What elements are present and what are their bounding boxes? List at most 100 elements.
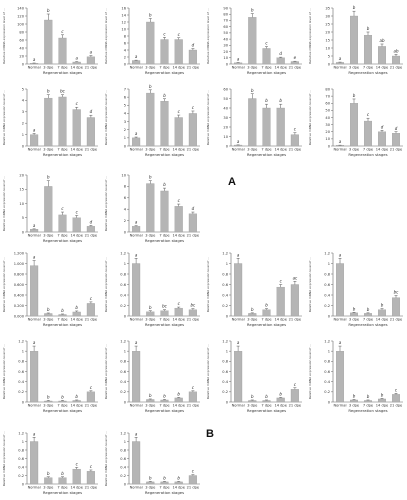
significance-letter: b <box>353 5 356 10</box>
x-tick-label: 3 dpe <box>43 66 54 70</box>
y-tick-label: 60 <box>19 38 24 42</box>
x-tick-label: 7 dpe <box>57 486 68 490</box>
significance-letter: a <box>90 50 93 55</box>
bar <box>160 101 169 147</box>
x-tick-label: Normal <box>130 66 143 70</box>
significance-letter: c <box>178 198 181 203</box>
bar <box>248 17 257 65</box>
significance-letter: b <box>177 391 180 396</box>
significance-letter: b <box>177 475 180 480</box>
x-tick-label: Normal <box>333 318 346 322</box>
significance-letter: a <box>237 340 240 345</box>
y-tick-label: 60 <box>325 102 330 106</box>
significance-letter: b <box>265 303 268 308</box>
significance-letter: b <box>251 8 254 13</box>
bar <box>335 62 344 65</box>
y-tick-label: 20 <box>325 130 330 134</box>
x-axis-label: Regeneration stages <box>247 322 286 327</box>
chart-4: Relative mRNA expression level of ... 0 5 1… <box>308 5 403 75</box>
y-tick-label: 1 <box>22 133 24 137</box>
x-axis-label: Regeneration stages <box>43 70 82 75</box>
y-tick-label: 0.4 <box>120 465 126 469</box>
bar <box>132 441 141 485</box>
y-tick-label: 0.600 <box>14 283 25 287</box>
y-tick-label: 80 <box>19 30 24 34</box>
x-axis-label: Regeneration stages <box>348 152 387 157</box>
bar <box>335 351 344 403</box>
bar <box>234 263 243 317</box>
y-tick-label: 0.8 <box>222 272 228 276</box>
y-tick-label: 0 <box>124 482 127 486</box>
bar <box>44 313 53 317</box>
bar <box>391 133 400 147</box>
y-axis-label: Relative mRNA expression level of ... <box>104 344 108 399</box>
x-tick-label: 21 dpe <box>187 234 200 238</box>
x-tick-label: 3 dpe <box>349 66 360 70</box>
x-tick-label: Normal <box>232 148 245 152</box>
x-tick-label: 14 dpe <box>70 66 83 70</box>
bar <box>174 117 183 147</box>
x-tick-label: 14 dpe <box>376 318 389 322</box>
x-axis-label: Regeneration stages <box>348 408 387 413</box>
y-tick-label: 1 <box>328 262 330 266</box>
x-axis-label: Regeneration stages <box>43 408 82 413</box>
bar <box>290 134 299 147</box>
bar <box>248 313 257 317</box>
y-tick-label: 15 <box>19 188 24 192</box>
y-tick-label: 0 <box>328 314 331 318</box>
y-tick-label: 20 <box>19 54 24 58</box>
y-tick-label: 10 <box>325 137 330 141</box>
y-tick-label: 1.200 <box>14 251 25 255</box>
bar <box>234 144 243 147</box>
x-tick-label: 3 dpe <box>247 148 258 152</box>
x-tick-label: 7 dpe <box>159 234 170 238</box>
bar <box>146 183 155 233</box>
significance-letter: b <box>163 393 166 398</box>
y-tick-label: 80 <box>223 13 228 17</box>
bar <box>72 109 81 147</box>
bar <box>276 286 285 317</box>
x-tick-label: 14 dpe <box>70 404 83 408</box>
x-axis-label: Regeneration stages <box>145 408 184 413</box>
x-axis-label: Regeneration stages <box>348 70 387 75</box>
y-axis-label: Relative mRNA expression level of ... <box>2 90 6 145</box>
y-tick-label: 0.4 <box>222 380 228 384</box>
x-tick-label: 7 dpe <box>363 318 374 322</box>
significance-letter: bc <box>60 89 66 94</box>
bar <box>349 399 358 403</box>
bar <box>30 441 39 485</box>
x-tick-label: Normal <box>333 66 346 70</box>
bar <box>146 481 155 485</box>
significance-letter: a <box>237 57 240 62</box>
bar <box>160 399 169 403</box>
x-tick-label: 21 dpe <box>85 66 98 70</box>
y-tick-label: 15 <box>325 38 330 42</box>
bar <box>160 310 169 317</box>
y-tick-label: 0.200 <box>14 304 25 308</box>
y-tick-label: 1.2 <box>18 339 24 343</box>
y-tick-label: 5 <box>22 216 24 220</box>
y-tick-label: 0.2 <box>120 304 126 308</box>
y-tick-label: 0.4 <box>18 465 24 469</box>
x-tick-label: 14 dpe <box>274 148 287 152</box>
y-tick-label: 0.6 <box>120 457 126 461</box>
significance-letter: c <box>61 29 64 34</box>
y-tick-label: 70 <box>325 94 330 98</box>
bar <box>132 351 141 403</box>
y-tick-label: 0 <box>124 230 127 234</box>
x-tick-label: 14 dpe <box>172 486 185 490</box>
y-axis-label: Relative mRNA expression level of ... <box>2 431 6 486</box>
bar <box>174 307 183 317</box>
y-tick-label: 3 <box>124 120 126 124</box>
significance-letter: b <box>149 13 152 18</box>
y-tick-label: 0.2 <box>18 390 24 394</box>
bar <box>30 63 39 65</box>
y-tick-label: 10 <box>19 202 24 206</box>
y-tick-label: 1.2 <box>324 251 330 255</box>
y-tick-label: 30 <box>325 123 330 127</box>
x-tick-label: 3 dpe <box>247 66 258 70</box>
chart-10: Relative mRNA expression level of ... 0 2 4… <box>104 173 200 243</box>
significance-letter: ab <box>380 38 385 43</box>
significance-letter: c <box>294 382 297 387</box>
bar <box>276 57 285 65</box>
